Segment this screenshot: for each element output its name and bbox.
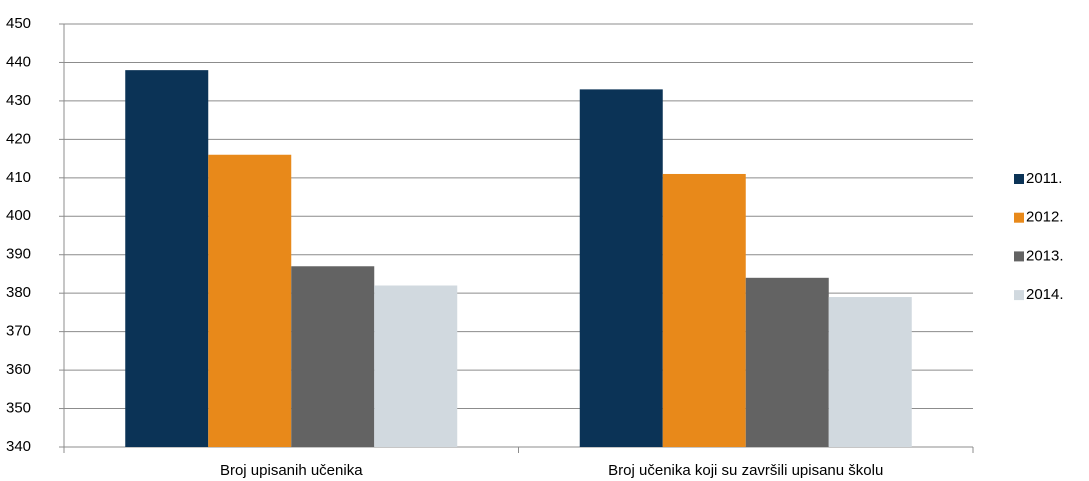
y-tick-label: 340 (6, 438, 31, 455)
bar (745, 277, 829, 447)
y-tick-label: 430 (6, 92, 31, 109)
y-tick-label: 400 (6, 207, 31, 224)
legend-swatch (1014, 174, 1024, 184)
y-tick-label: 390 (6, 246, 31, 263)
bar (208, 154, 292, 447)
legend-swatch (1014, 290, 1024, 301)
y-tick-label: 450 (6, 15, 31, 32)
x-tick-label: Broj upisanih učenika (220, 462, 363, 479)
y-tick-label: 380 (6, 284, 31, 301)
bar (828, 297, 912, 447)
y-tick-label: 420 (6, 130, 31, 147)
y-tick-label: 350 (6, 400, 31, 417)
bar (662, 173, 746, 448)
y-tick-label: 360 (6, 361, 31, 378)
legend-label: 2013. (1026, 247, 1064, 264)
legend-swatch (1014, 212, 1024, 223)
legend-label: 2011. (1026, 170, 1062, 187)
bar (125, 70, 209, 448)
legend-label: 2012. (1026, 209, 1064, 226)
legend-swatch (1014, 251, 1024, 262)
x-tick-label: Broj učenika koji su završili upisanu šk… (608, 462, 883, 479)
y-tick-label: 410 (6, 169, 31, 186)
y-tick-label: 440 (6, 53, 31, 70)
y-tick-label: 370 (6, 323, 31, 340)
bar (374, 285, 458, 447)
bar (291, 266, 375, 447)
bar (579, 89, 663, 447)
legend-label: 2014. (1026, 286, 1064, 303)
